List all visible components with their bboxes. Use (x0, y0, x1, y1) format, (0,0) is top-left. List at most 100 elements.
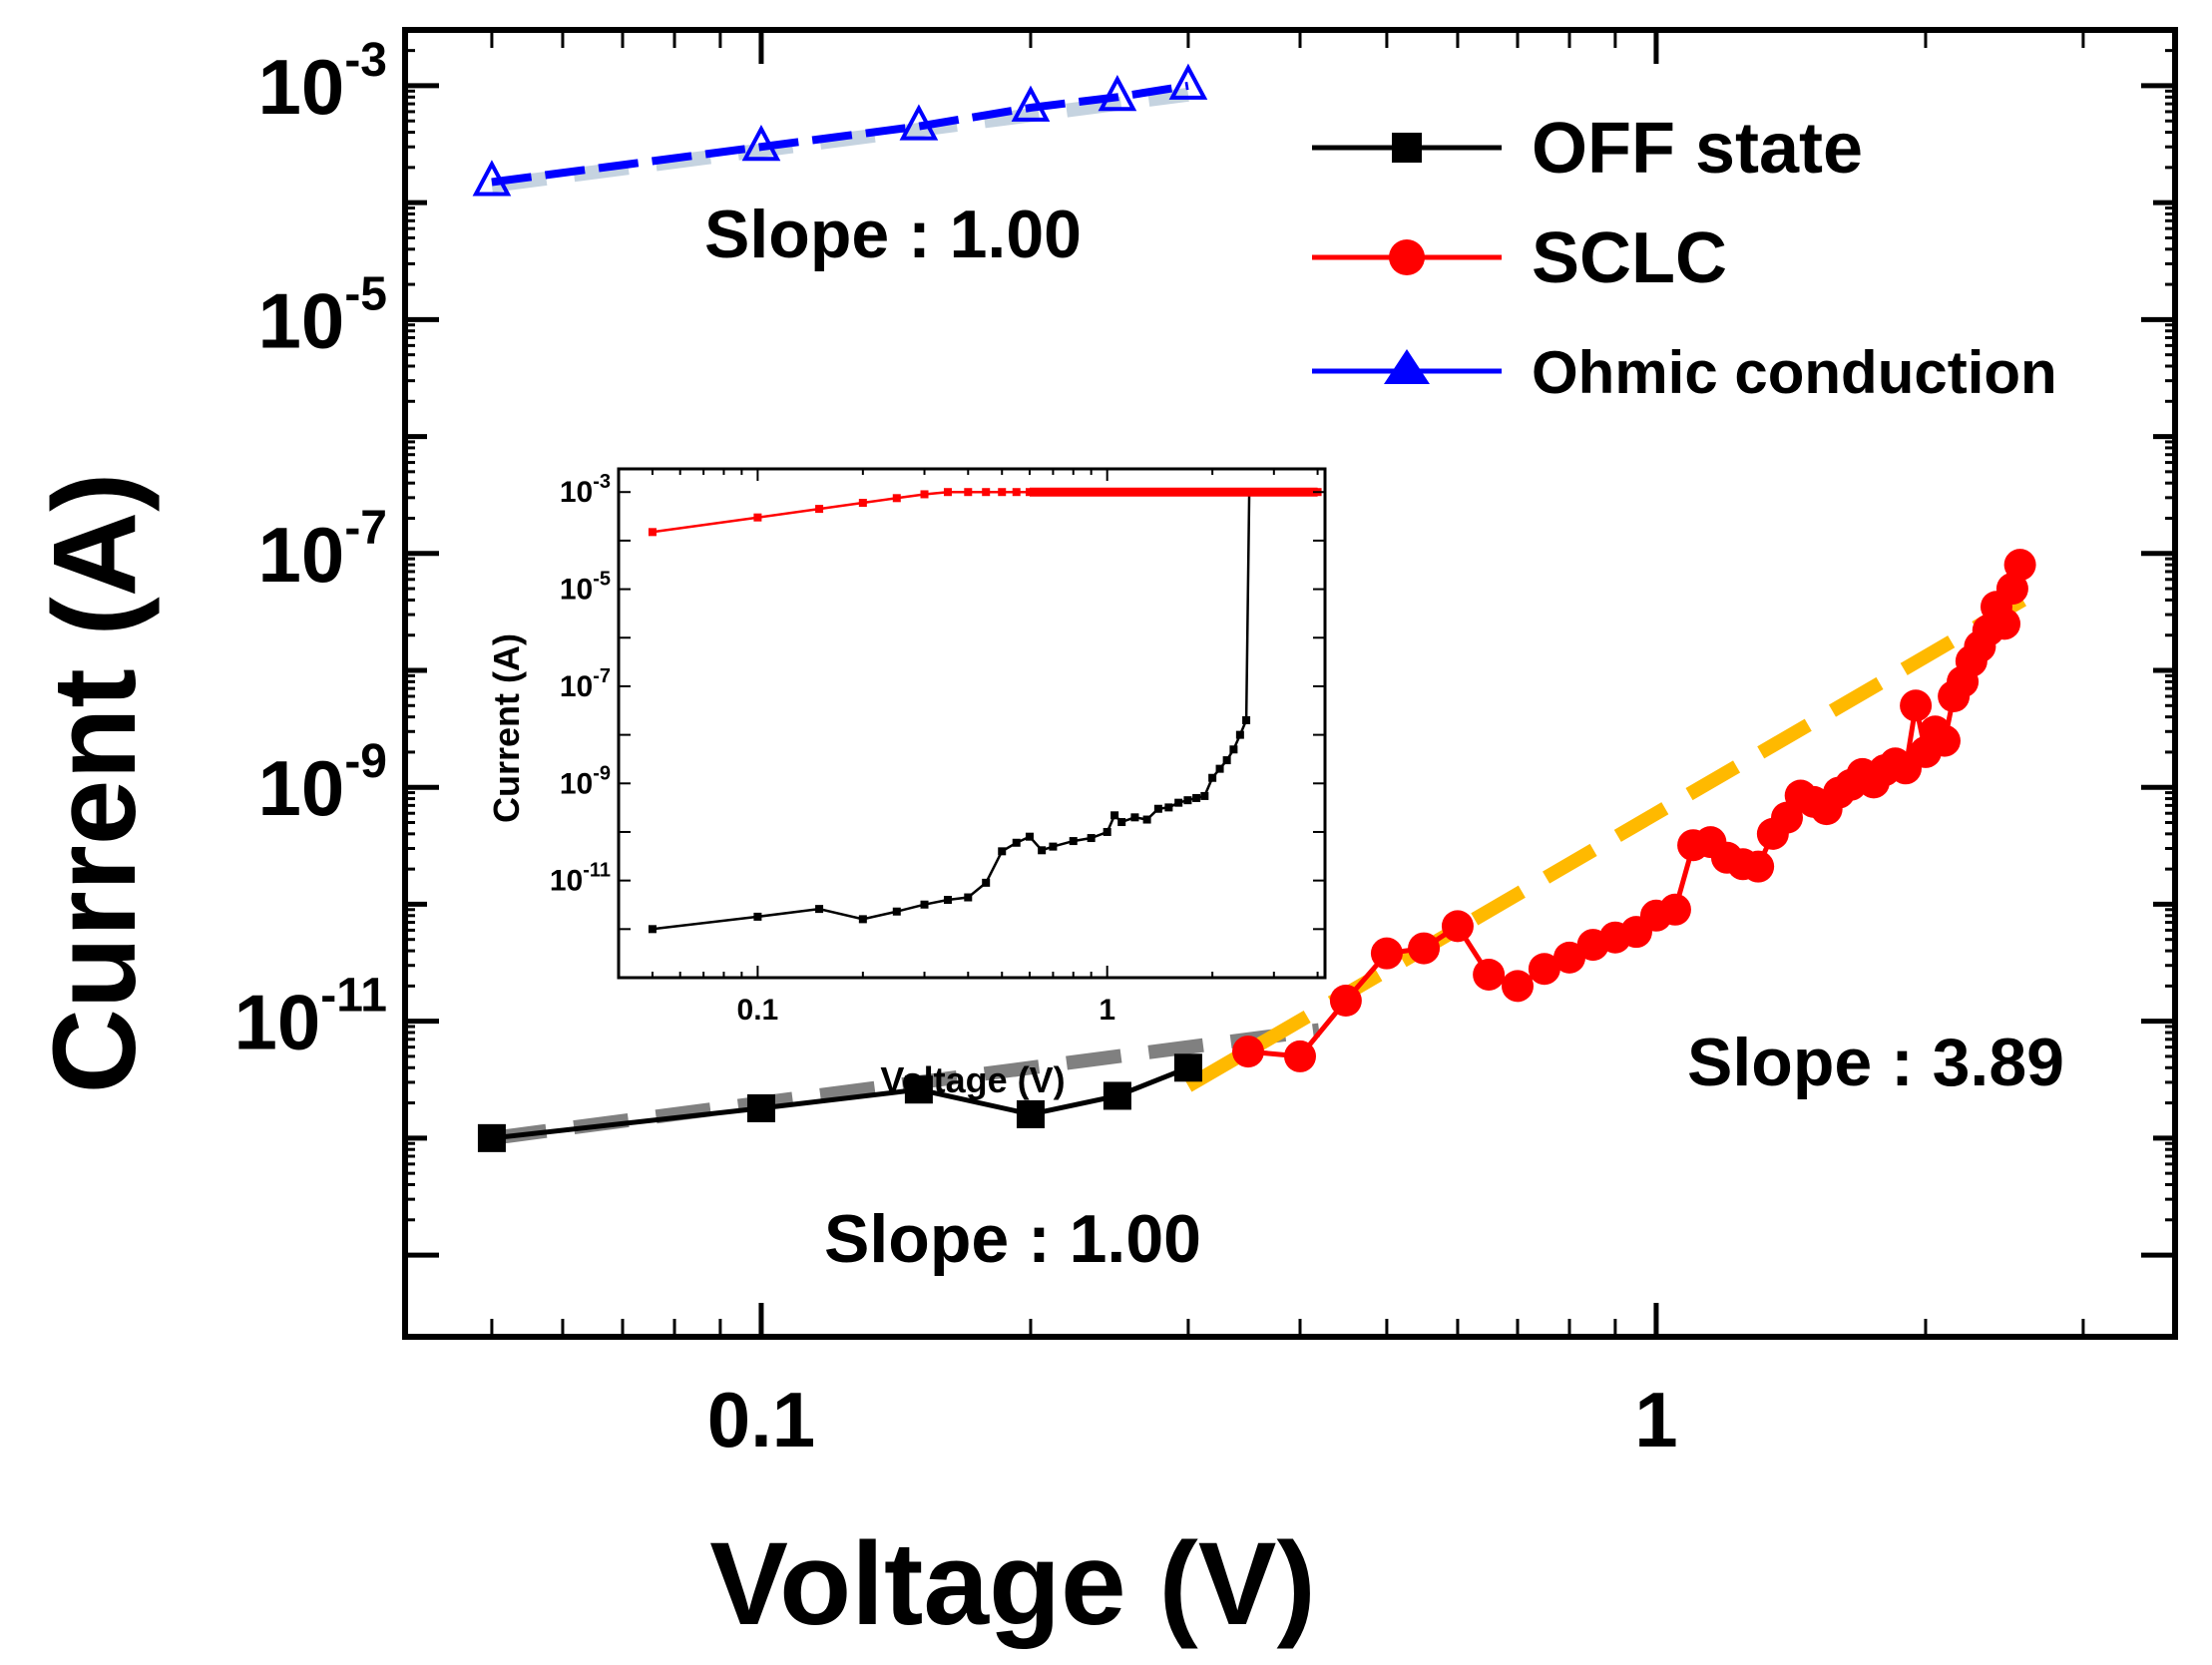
inset-data-point (892, 494, 901, 503)
inset-data-point (753, 513, 762, 522)
inset-data-point (964, 893, 973, 902)
legend-label-sclc: SCLC (1532, 218, 1727, 298)
x-tick-label: 1 (1634, 1376, 1677, 1463)
inset-y-tick-exponent: -11 (583, 860, 611, 882)
inset-data-point (1142, 815, 1151, 824)
inset-data-point (920, 490, 929, 499)
inset-data-point (1069, 837, 1078, 846)
data-point (1098, 75, 1137, 112)
inset-y-tick-label: 10-3 (560, 471, 611, 509)
inset-data-point (1012, 838, 1021, 847)
data-point (746, 1093, 775, 1122)
inset-data-point (1229, 745, 1238, 754)
inset-data-point (982, 878, 991, 887)
slope-annotation-sclc: Slope : 3.89 (1687, 1025, 2064, 1100)
inset-data-point (1164, 803, 1173, 812)
inset-y-tick-base: 10 (550, 865, 583, 898)
inset-data-point (1208, 773, 1217, 782)
inset-data-point (815, 905, 824, 914)
data-point (1011, 85, 1051, 122)
inset-data-point (858, 499, 867, 508)
inset-data-point (1174, 798, 1183, 807)
series-line-triangle (491, 81, 1189, 187)
inset-data-point (1025, 832, 1034, 841)
main-series-group (472, 63, 2036, 1152)
inset-y-tick-base: 10 (560, 767, 593, 800)
legend-label-off-state: OFF state (1532, 109, 1863, 189)
inset-y-tick-label: 10-11 (550, 860, 611, 898)
inset-data-point (1012, 488, 1021, 497)
y-axis-title: Current (A) (29, 473, 161, 1094)
inset-data-point (1222, 756, 1231, 765)
inset-data-point (1103, 827, 1111, 836)
data-point (1742, 850, 1775, 883)
y-tick-base: 10 (234, 979, 321, 1066)
y-tick-exponent: -3 (344, 34, 387, 87)
inset-axes: 10-310-510-710-910-110.1 1 (550, 467, 1327, 1027)
inset-y-axis-title: Current (A) (486, 633, 527, 823)
data-point (472, 160, 512, 197)
y-tick-base: 10 (258, 744, 345, 832)
inset-data-point (982, 488, 991, 497)
inset-x-tick-label: 0.1 (737, 994, 779, 1027)
inset-data-point (1200, 791, 1209, 800)
inset-plot-frame (617, 467, 1327, 980)
inset-y-tick-exponent: -3 (593, 471, 611, 493)
inset-data-point (1049, 842, 1058, 851)
data-point (1231, 1036, 1264, 1068)
main-plot-frame (402, 27, 2178, 1340)
inset-data-point (943, 896, 952, 905)
series-line-square (491, 1064, 1189, 1141)
legend-marker-triangle-icon (1384, 349, 1430, 384)
inset-data-point (1117, 818, 1126, 827)
inset-data-point (998, 847, 1007, 856)
data-point (1989, 608, 2021, 640)
inset-y-tick-base: 10 (560, 670, 593, 703)
x-tick-label: 0.1 (707, 1376, 815, 1463)
main-axes: 10-310-510-710-910-110.1 1 (234, 27, 2178, 1463)
data-point (1658, 893, 1691, 926)
legend-item-ohmic: Ohmic conduction (1312, 339, 2057, 406)
inset-data-point (648, 528, 657, 537)
data-point (1900, 689, 1933, 722)
data-point (899, 104, 939, 141)
inset-data-point (1110, 811, 1119, 820)
y-tick-label: 10-7 (258, 502, 387, 599)
inset-data-point (1130, 813, 1139, 822)
data-point (2003, 549, 2036, 582)
data-point (1016, 1099, 1045, 1128)
y-tick-label: 10-5 (258, 267, 387, 364)
inset-data-point (858, 915, 867, 924)
data-point (1283, 1040, 1316, 1072)
inset-data-point (892, 907, 901, 916)
inset-data-point (1038, 846, 1047, 855)
inset-data-point (998, 488, 1007, 497)
inset-data-point (815, 505, 824, 514)
data-point (1501, 970, 1534, 1003)
y-tick-exponent: -7 (344, 502, 387, 555)
series-line-circle (1247, 564, 2022, 1059)
data-point (1473, 958, 1506, 991)
legend-item-off-state: OFF state (1312, 109, 1863, 189)
y-tick-exponent: -11 (320, 970, 387, 1023)
y-tick-label: 10-3 (258, 34, 387, 131)
inset-y-tick-label: 10-5 (560, 569, 611, 607)
inset-data-point (943, 488, 952, 497)
inset-data-point (1215, 764, 1224, 773)
inset-data-point (648, 925, 657, 934)
data-point (904, 1075, 933, 1104)
inset-data-point (1192, 793, 1201, 802)
y-tick-base: 10 (258, 276, 345, 364)
x-axis-title: Voltage (V) (709, 1518, 1316, 1650)
inset-y-tick-exponent: -7 (593, 665, 611, 687)
data-point (1408, 932, 1441, 965)
inset-data-point (1235, 730, 1244, 739)
legend-label-ohmic: Ohmic conduction (1532, 339, 2057, 406)
y-tick-label: 10-11 (234, 970, 388, 1066)
y-tick-label: 10-9 (258, 735, 387, 832)
legend-item-sclc: SCLC (1312, 218, 1727, 298)
inset-x-tick-label: 1 (1099, 994, 1115, 1027)
inset-y-tick-base: 10 (560, 574, 593, 607)
slope-annotation-off: Slope : 1.00 (824, 1201, 1201, 1277)
